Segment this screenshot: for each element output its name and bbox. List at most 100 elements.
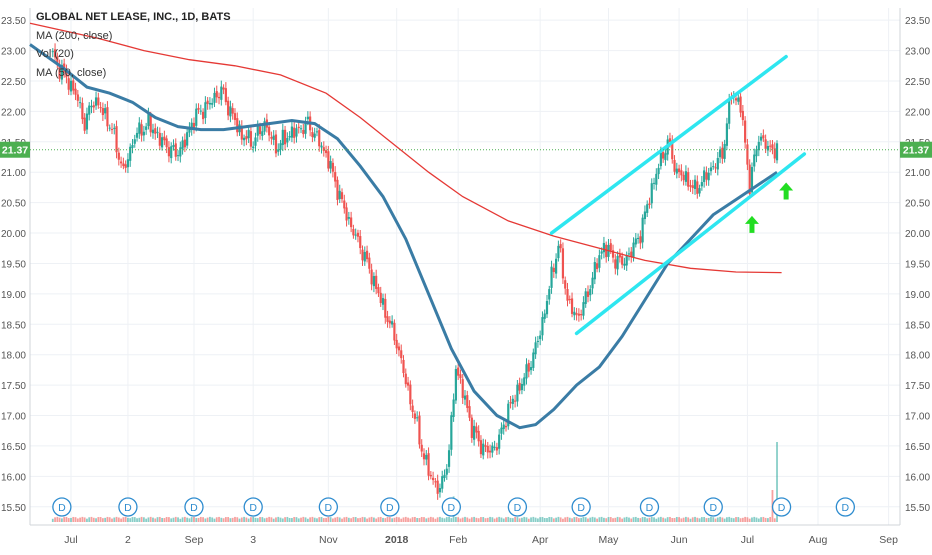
dividend-marker[interactable]: D — [703, 497, 723, 517]
volume-bar — [723, 518, 726, 522]
volume-bar — [76, 518, 79, 522]
candle — [707, 167, 710, 186]
dividend-marker[interactable]: D — [243, 497, 263, 517]
volume-bar — [341, 518, 343, 522]
candle — [79, 96, 82, 109]
candle — [759, 132, 763, 146]
dividend-marker[interactable]: D — [184, 497, 204, 517]
price-tick-label: 17.00 — [905, 412, 930, 423]
legend-volume[interactable]: Vol (20) — [36, 48, 74, 60]
candle — [381, 293, 385, 311]
candle — [286, 132, 289, 148]
last-price-tag-left: 21.37 — [0, 141, 30, 158]
candle — [718, 146, 722, 164]
candle-body — [397, 346, 401, 351]
volume-bars — [51, 442, 778, 522]
candle-body — [110, 129, 114, 131]
candle-body — [270, 136, 273, 139]
dividend-marker[interactable]: D — [639, 497, 660, 517]
volume-bar — [74, 517, 77, 522]
volume-bar — [245, 517, 248, 522]
dividend-marker[interactable]: D — [771, 497, 792, 517]
candle-body — [211, 102, 214, 105]
candle — [58, 59, 61, 82]
candle-body — [208, 102, 212, 105]
candle — [140, 119, 143, 142]
volume-bar — [63, 517, 66, 522]
candle — [652, 177, 656, 190]
volume-bar — [489, 516, 491, 522]
volume-bar — [172, 517, 175, 522]
candle — [495, 442, 498, 455]
dividend-marker[interactable]: D — [835, 497, 855, 517]
candle-body — [197, 107, 200, 110]
candle-body — [746, 144, 749, 165]
legend-ma50[interactable]: MA (50, close) — [36, 66, 107, 79]
candle — [363, 246, 366, 266]
candle-body — [646, 204, 649, 213]
candle-body — [468, 406, 471, 418]
candle — [700, 175, 703, 191]
volume-bar — [773, 518, 776, 522]
dividend-marker[interactable]: D — [52, 497, 72, 517]
candle — [197, 103, 200, 114]
volume-bar — [518, 518, 521, 522]
candle — [283, 125, 287, 151]
candle — [277, 143, 280, 156]
price-tick-label: 22.50 — [1, 77, 26, 88]
candle-body — [568, 299, 571, 301]
candle — [274, 130, 278, 158]
volume-bar — [238, 518, 241, 522]
price-tick-label: 19.00 — [1, 290, 26, 301]
dividend-marker[interactable]: D — [571, 497, 591, 517]
candle — [520, 378, 524, 395]
candle — [179, 141, 182, 163]
volume-bar — [441, 517, 444, 522]
candle-body — [375, 275, 378, 289]
candle-body — [605, 244, 608, 258]
volume-bar — [650, 516, 653, 522]
dividend-marker[interactable]: D — [118, 497, 138, 517]
volume-bar — [486, 517, 489, 522]
candle-body — [771, 144, 774, 149]
legend-ma200[interactable]: MA (200, close) — [36, 29, 113, 42]
candle-body — [409, 384, 412, 405]
time-tick-label: Sep — [185, 534, 204, 546]
volume-bar — [712, 517, 715, 522]
candle-body — [441, 476, 444, 489]
candle-body — [179, 147, 182, 157]
candle-body — [338, 190, 341, 199]
candle — [714, 163, 717, 173]
candle — [331, 158, 335, 178]
volume-bar — [345, 516, 348, 522]
volume-bar — [669, 516, 671, 522]
candle — [445, 464, 448, 480]
candle-body — [689, 185, 692, 187]
volume-bar — [357, 518, 359, 522]
volume-bar — [584, 517, 587, 522]
candle-body — [716, 157, 719, 170]
volume-bar — [420, 516, 423, 522]
dividend-marker[interactable]: D — [507, 497, 528, 517]
candle-body — [74, 88, 77, 95]
candle-body — [750, 167, 754, 193]
dividend-marker[interactable]: D — [318, 497, 339, 517]
dividend-marker[interactable]: D — [441, 497, 461, 517]
candle — [215, 85, 218, 103]
up-arrow-icon — [744, 215, 759, 233]
dividend-label: D — [58, 502, 66, 514]
volume-bar — [104, 517, 107, 522]
candle — [422, 448, 426, 466]
candle-body — [459, 374, 462, 379]
candle — [94, 91, 98, 110]
candle — [463, 390, 467, 406]
candle — [529, 360, 533, 375]
candle — [712, 160, 715, 170]
candle-body — [418, 415, 421, 445]
dividend-marker[interactable]: D — [380, 497, 400, 517]
candle — [263, 117, 266, 135]
volume-bar — [152, 517, 154, 522]
volume-bar — [557, 516, 560, 522]
